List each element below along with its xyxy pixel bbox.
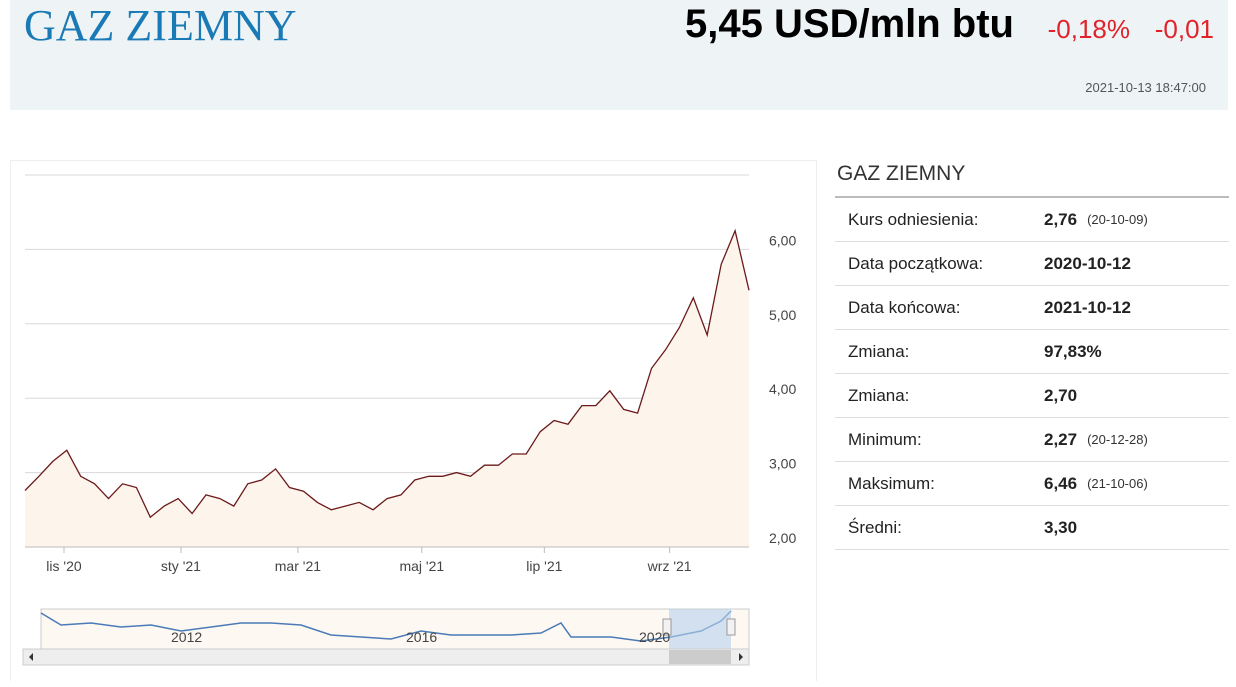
stat-value: 2020-10-12	[1044, 253, 1131, 273]
price-line	[24, 228, 750, 519]
x-tick-label: maj '21	[399, 558, 444, 574]
navigator-handle[interactable]	[726, 618, 736, 636]
x-tick-label: lip '21	[526, 558, 562, 574]
stat-value: 2,76	[1044, 209, 1078, 229]
y-tick-label: 3,00	[769, 456, 796, 472]
navigator-label: 2020	[639, 629, 670, 645]
stats-row: Data końcowa: 2021-10-12	[835, 286, 1229, 330]
navigator-range[interactable]	[669, 609, 731, 649]
navigator	[22, 608, 750, 666]
stat-label: Maksimum:	[848, 473, 935, 493]
header: GAZ ZIEMNY 5,45 USD/mln btu -0,18% -0,01…	[10, 0, 1228, 110]
stat-label: Minimum:	[848, 429, 922, 449]
stat-value: 97,83%	[1044, 341, 1102, 361]
navigator-line	[40, 610, 732, 642]
stats-row: Minimum: 2,27 (20-12-28)	[835, 418, 1229, 462]
chart: 2,00 3,00 4,00 5,00 6,00 lis '20 sty '21 mar '2…	[22, 174, 796, 666]
scrollbar-thumb[interactable]	[669, 650, 731, 664]
stat-label: Zmiana:	[848, 341, 910, 361]
stats-title: GAZ ZIEMNY	[835, 160, 1229, 198]
stat-value: 2,27	[1044, 429, 1078, 449]
stat-date: (20-10-09)	[1087, 212, 1148, 227]
stat-value: 2,70	[1044, 385, 1078, 405]
change-abs: -0,01	[1154, 14, 1214, 44]
stat-value: 2021-10-12	[1044, 297, 1131, 317]
timestamp: 2021-10-13 18:47:00	[1085, 80, 1206, 95]
scrollbar[interactable]	[22, 648, 750, 666]
y-tick-label: 4,00	[769, 381, 796, 397]
stat-label: Kurs odniesienia:	[848, 209, 979, 229]
x-tick-label: sty '21	[161, 558, 201, 574]
stat-label: Zmiana:	[848, 385, 910, 405]
stats-row: Zmiana: 97,83%	[835, 330, 1229, 374]
stat-value: 6,46	[1044, 473, 1078, 493]
stats-row: Średni: 3,30	[835, 506, 1229, 550]
price: 5,45 USD/mln btu	[685, 2, 1014, 46]
chart-box: 2,00 3,00 4,00 5,00 6,00 lis '20 sty '21 mar '2…	[10, 160, 817, 681]
y-tick-label: 5,00	[769, 307, 796, 323]
stat-label: Data końcowa:	[848, 297, 961, 317]
title: GAZ ZIEMNY	[24, 1, 297, 50]
area	[25, 230, 749, 548]
stats-row: Zmiana: 2,70	[835, 374, 1229, 418]
navigator-handle[interactable]	[662, 618, 672, 636]
navigator-label: 2016	[406, 629, 437, 645]
stats-row: Maksimum: 6,46 (21-10-06)	[835, 462, 1229, 506]
x-tick-label: lis '20	[46, 558, 82, 574]
stat-label: Średni:	[848, 517, 902, 537]
y-tick-label: 6,00	[769, 232, 796, 248]
stat-label: Data początkowa:	[848, 253, 984, 273]
stat-value: 3,30	[1044, 517, 1078, 537]
x-tick-label: mar '21	[275, 558, 321, 574]
stats-row: Kurs odniesienia: 2,76 (20-10-09)	[835, 198, 1229, 242]
change-pct: -0,18%	[1047, 14, 1130, 44]
navigator-bg	[40, 608, 750, 650]
stat-date: (21-10-06)	[1087, 476, 1148, 491]
navigator-label: 2012	[171, 629, 202, 645]
y-tick-label: 2,00	[769, 530, 796, 546]
stats-panel: GAZ ZIEMNY Kurs odniesienia: 2,76 (20-10-0…	[835, 160, 1229, 550]
stats-table: Kurs odniesienia: 2,76 (20-10-09) Data pocz…	[835, 198, 1229, 550]
x-tick-label: wrz '21	[647, 558, 692, 574]
stats-row: Data początkowa: 2020-10-12	[835, 242, 1229, 286]
stat-date: (20-12-28)	[1087, 432, 1148, 447]
